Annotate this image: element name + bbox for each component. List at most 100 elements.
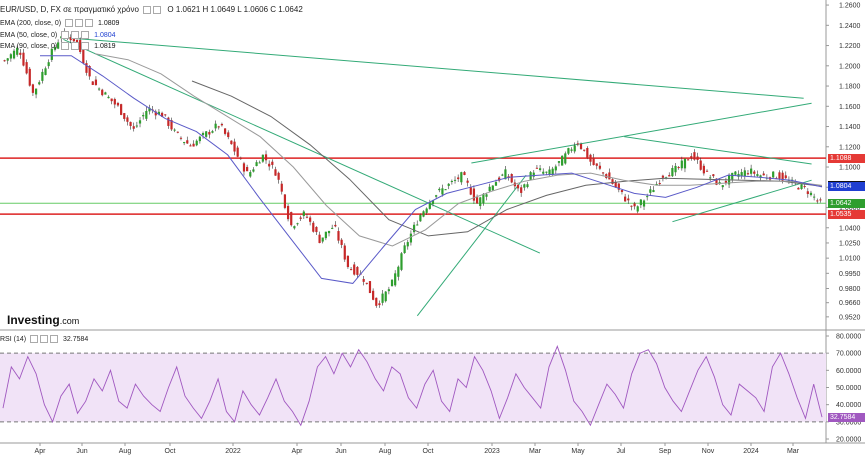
- x-tick-label-6: Jun: [335, 448, 346, 455]
- legend-ema90-label: EMA (90, close, 0): [0, 42, 58, 50]
- trendline-2: [416, 174, 527, 317]
- candle-body: [315, 226, 318, 233]
- candle-body: [630, 205, 633, 207]
- candle-body: [608, 172, 611, 180]
- candle-body: [438, 188, 441, 191]
- candle-body: [154, 111, 157, 116]
- candle-body: [731, 172, 734, 180]
- x-tick-label-15: 2024: [743, 448, 759, 455]
- x-tick-label-9: 2023: [484, 448, 500, 455]
- candle-body: [242, 163, 246, 172]
- legend-rsi[interactable]: RSI (14) 32.7584: [0, 335, 88, 343]
- ema50-visibility-icon[interactable]: [71, 31, 80, 39]
- candle-body: [494, 182, 498, 186]
- candle-body: [803, 186, 806, 188]
- rsi-close-icon[interactable]: [50, 335, 59, 343]
- price-badge-4: 1.0642: [828, 198, 865, 208]
- candle-body: [400, 253, 403, 270]
- x-tick-label-5: Apr: [292, 448, 304, 455]
- candle-body: [422, 211, 425, 217]
- candle-body: [447, 183, 450, 186]
- candle-body: [230, 140, 233, 145]
- x-tick-label-1: Jun: [76, 448, 87, 455]
- ema200-close-icon[interactable]: [85, 19, 94, 27]
- candle-body: [44, 68, 47, 75]
- candle-body: [813, 196, 816, 198]
- candle-body: [652, 190, 655, 193]
- candle-body: [646, 196, 649, 198]
- candle-body: [195, 140, 198, 146]
- candle-body: [129, 121, 132, 126]
- y-tick-label-10: 1.0600: [839, 205, 861, 212]
- candle-body: [740, 172, 743, 177]
- legend-ema50[interactable]: EMA (50, close, 0) 1.0804: [0, 31, 116, 39]
- price-badge-3: 1.0804: [828, 182, 865, 192]
- candle-body: [327, 230, 331, 234]
- candle-body: [22, 52, 25, 66]
- candle-body: [274, 169, 277, 176]
- candle-body: [419, 214, 422, 222]
- y-tick-label-3: 1.2000: [839, 63, 861, 70]
- candle-body: [809, 192, 813, 196]
- candle-body: [79, 39, 82, 52]
- candle-body: [34, 88, 38, 95]
- candle-body: [526, 184, 529, 188]
- legend-ema200-label: EMA (200, close, 0): [0, 19, 62, 27]
- candle-body: [176, 131, 179, 133]
- candle-body: [457, 177, 460, 180]
- candle-body: [173, 129, 176, 131]
- candle-body: [268, 163, 271, 167]
- legend-close-icon[interactable]: [153, 5, 162, 14]
- candle-body: [337, 231, 340, 241]
- candle-body: [784, 175, 787, 179]
- candle-body: [687, 159, 690, 161]
- ema200-settings-icon[interactable]: [65, 19, 74, 27]
- rsi-settings-icon[interactable]: [30, 335, 39, 343]
- candle-body: [258, 162, 261, 164]
- y-tick-label-8: 1.1000: [839, 165, 861, 172]
- candle-body: [523, 184, 526, 188]
- x-tick-label-3: Oct: [165, 448, 176, 455]
- candle-body: [579, 143, 583, 149]
- candle-body: [680, 160, 683, 169]
- candle-body: [750, 168, 753, 174]
- legend-settings-icon[interactable]: [143, 5, 152, 14]
- candle-body: [38, 82, 41, 85]
- header-symbol-row: EUR/USD, D, FX σε πραγματικό χρόνο O 1.0…: [0, 5, 303, 14]
- candle-body: [576, 143, 579, 145]
- candle-body: [592, 157, 595, 166]
- ema50-close-icon[interactable]: [81, 31, 90, 39]
- candle-body: [189, 145, 192, 147]
- ema90-settings-icon[interactable]: [61, 42, 70, 50]
- ema90-visibility-icon[interactable]: [71, 42, 80, 50]
- candle-body: [724, 180, 728, 184]
- candle-body: [409, 233, 413, 243]
- legend-rsi-label: RSI (14): [0, 335, 27, 343]
- rsi-visibility-icon[interactable]: [40, 335, 49, 343]
- candle-body: [453, 179, 457, 181]
- candle-body: [412, 224, 416, 233]
- x-tick-label-11: May: [571, 448, 585, 455]
- rsi-tick-label-2: 60.0000: [836, 368, 861, 375]
- candle-body: [312, 222, 315, 232]
- logo-domain: .com: [59, 316, 80, 326]
- ema50-settings-icon[interactable]: [61, 31, 70, 39]
- ema200-visibility-icon[interactable]: [75, 19, 84, 27]
- candle-body: [759, 175, 762, 179]
- candle-body: [460, 172, 463, 183]
- candle-body: [85, 63, 88, 73]
- candle-body: [406, 242, 409, 247]
- candle-body: [12, 50, 16, 59]
- legend-ema50-value: 1.0804: [94, 31, 116, 39]
- candle-body: [9, 54, 12, 59]
- candle-body: [75, 39, 79, 43]
- candle-body: [264, 154, 268, 161]
- candle-body: [160, 112, 164, 117]
- legend-ema90[interactable]: EMA (90, close, 0) 1.0819: [0, 42, 116, 50]
- ema90-close-icon[interactable]: [81, 42, 90, 50]
- legend-ema200[interactable]: EMA (200, close, 0) 1.0809: [0, 19, 119, 27]
- y-tick-label-0: 1.2600: [839, 3, 861, 10]
- candle-body: [299, 217, 302, 219]
